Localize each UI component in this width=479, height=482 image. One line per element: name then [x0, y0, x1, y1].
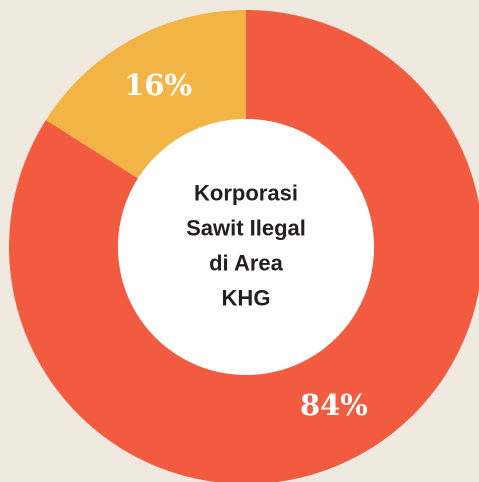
chart-title: KHG: [222, 285, 271, 310]
donut-slice: [45, 10, 246, 179]
slice-label: 84%: [300, 388, 368, 422]
chart-title: di Area: [209, 250, 284, 275]
donut-slice: [9, 10, 479, 482]
chart-title: Sawit Ilegal: [186, 215, 306, 240]
chart-title: Korporasi: [194, 180, 298, 205]
slice-label: 16%: [124, 68, 192, 102]
donut-hole: [118, 119, 374, 375]
